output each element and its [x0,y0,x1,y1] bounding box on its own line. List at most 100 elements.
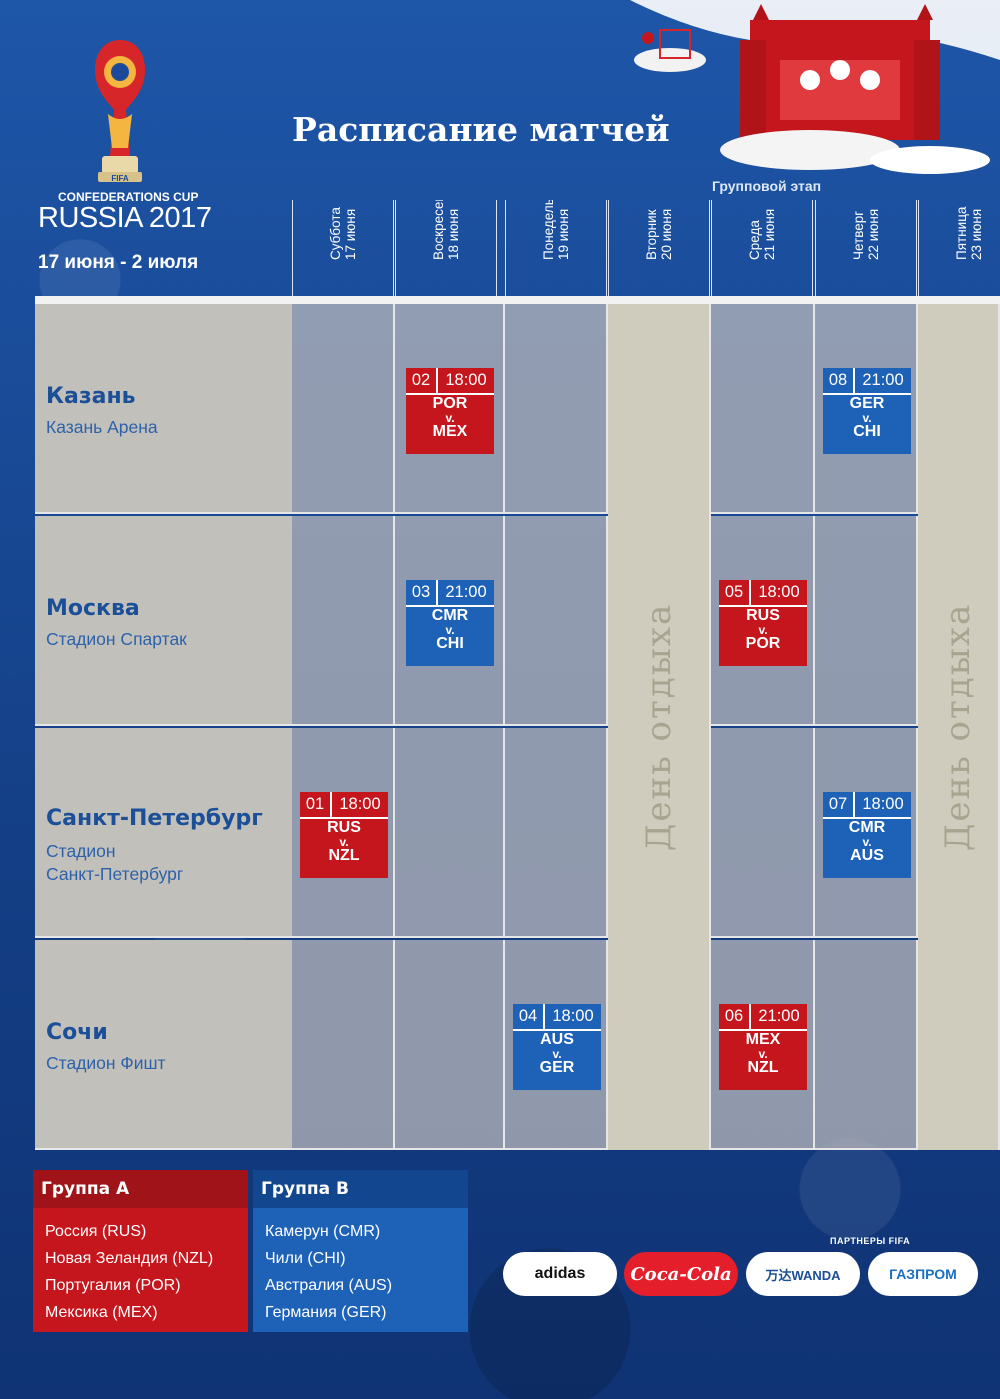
schedule-cell [292,940,395,1150]
match-time: 18:00 [862,795,904,813]
partners-label: ПАРТНЕРЫ FIFA [830,1236,911,1246]
match-home-team: AUS [540,1031,574,1048]
city-venue: Стадион Санкт-Петербург [46,840,183,886]
sponsor-name: adidas [534,1265,586,1282]
match-versus: v. [445,411,455,425]
kremlin-illustration-icon [630,0,1000,174]
match-versus: v. [445,623,455,637]
day-header: Пятница 23 июня [918,200,1000,296]
match-home-team: GER [849,395,885,412]
city-name: Казань [46,384,136,409]
match-number: 07 [823,792,855,817]
group-b-team: Германия (GER) [265,1304,387,1321]
match-number: 02 [406,368,438,393]
match-number: 01 [300,792,332,817]
match-time: 21:00 [758,1007,800,1025]
city-row-cell: Сочи Стадион Фишт [35,940,292,1150]
day-weekday: Четверг [851,210,866,260]
sponsor-name: 万达WANDA [765,1267,841,1283]
day-header: Воскресенье 18 июня [395,200,497,296]
group-b-team: Австралия (AUS) [265,1277,393,1294]
group-b-panel: Группа В Камерун (CMR) Чили (CHI) Австра… [253,1170,468,1332]
svg-text:FIFA: FIFA [111,174,129,183]
match-away-team: POR [745,635,781,652]
venue-line: Казань Арена [46,417,158,437]
group-a-team: Мексика (MEX) [45,1304,158,1321]
schedule-cell [711,728,815,938]
day-date: 21 июня [762,208,777,260]
match-card[interactable]: 07 18:00 CMR v. AUS [823,792,911,878]
venue-line: Санкт-Петербург [46,864,184,884]
match-time: 18:00 [445,371,487,389]
venue-line: Стадион Спартак [46,629,187,649]
schedule-cell [711,304,815,514]
schedule-cell [815,940,918,1150]
sponsor-cocacola-logo: Coca-Cola [624,1252,738,1296]
schedule-cell [505,728,608,938]
match-card[interactable]: 08 21:00 GER v. CHI [823,368,911,454]
schedule-cell [815,516,918,726]
day-weekday: Вторник [644,209,659,260]
match-number: 03 [406,580,438,605]
group-a-team: Новая Зеландия (NZL) [45,1250,214,1267]
page-title: Расписание матчей [292,110,670,149]
city-row-cell: Санкт-Петербург Стадион Санкт-Петербург [35,728,292,938]
day-weekday: Суббота [328,207,343,260]
day-weekday: Понедельник [541,200,556,260]
tournament-dates: 17 июня - 2 июля [38,252,199,273]
sponsor-wanda-logo: 万达WANDA [746,1252,860,1296]
match-home-team: CMR [848,819,886,836]
trophy-logo-icon: FIFA [95,40,145,183]
venue-line: Стадион Фишт [46,1053,166,1073]
match-card[interactable]: 03 21:00 CMR v. CHI [406,580,494,666]
city-venue: Стадион Спартак [46,628,187,651]
city-row-cell: Москва Стадион Спартак [35,516,292,726]
match-away-team: NZL [328,847,360,864]
day-header: Понедельник 19 июня [505,200,607,296]
match-time: 18:00 [339,795,381,813]
city-venue: Казань Арена [46,416,158,439]
day-date: 19 июня [556,208,571,260]
event-title: RUSSIA 2017 [38,202,212,234]
day-weekday: Воскресенье [431,200,446,260]
rest-day-label: День отдыха [638,602,679,852]
match-card[interactable]: 02 18:00 POR v. MEX [406,368,494,454]
group-stage-label: Групповой этап [712,178,822,194]
venue-line: Стадион [46,841,116,861]
match-number: 05 [719,580,751,605]
match-number: 08 [823,368,855,393]
day-weekday: Пятница [954,206,969,260]
group-b-title: Группа В [253,1170,468,1208]
group-b-team: Камерун (CMR) [265,1223,381,1240]
city-name: Москва [46,596,140,621]
match-card[interactable]: 05 18:00 RUS v. POR [719,580,807,666]
schedule-cell [292,304,395,514]
rest-day-column: День отдыха [608,304,711,1150]
match-home-team: RUS [746,607,780,624]
sponsor-adidas-logo: adidas [503,1252,617,1296]
schedule-cell [395,728,505,938]
match-home-team: RUS [327,819,361,836]
day-date: 23 июня [969,208,984,260]
day-header: Четверг 22 июня [815,200,917,296]
match-card[interactable]: 01 18:00 RUS v. NZL [300,792,388,878]
match-number: 04 [513,1004,545,1029]
match-number: 06 [719,1004,751,1029]
confederations-cup-title: CONFEDERATIONS CUP [58,190,199,204]
match-away-team: CHI [853,423,881,440]
city-name: Сочи [46,1020,108,1045]
match-away-team: GER [539,1059,575,1076]
match-card[interactable]: 04 18:00 AUS v. GER [513,1004,601,1090]
match-versus: v. [339,835,349,849]
day-weekday: Среда [747,220,762,260]
match-card[interactable]: 06 21:00 MEX v. NZL [719,1004,807,1090]
match-time: 18:00 [758,583,800,601]
group-a-title: Группа А [33,1170,248,1208]
match-time: 18:00 [552,1007,594,1025]
rest-day-label: День отдыха [938,602,978,852]
day-header: Среда 21 июня [711,200,813,296]
group-a-panel: Группа А Россия (RUS) Новая Зеландия (NZ… [33,1170,248,1332]
schedule-cell [505,516,608,726]
match-away-team: CHI [436,635,464,652]
match-home-team: POR [432,395,468,412]
